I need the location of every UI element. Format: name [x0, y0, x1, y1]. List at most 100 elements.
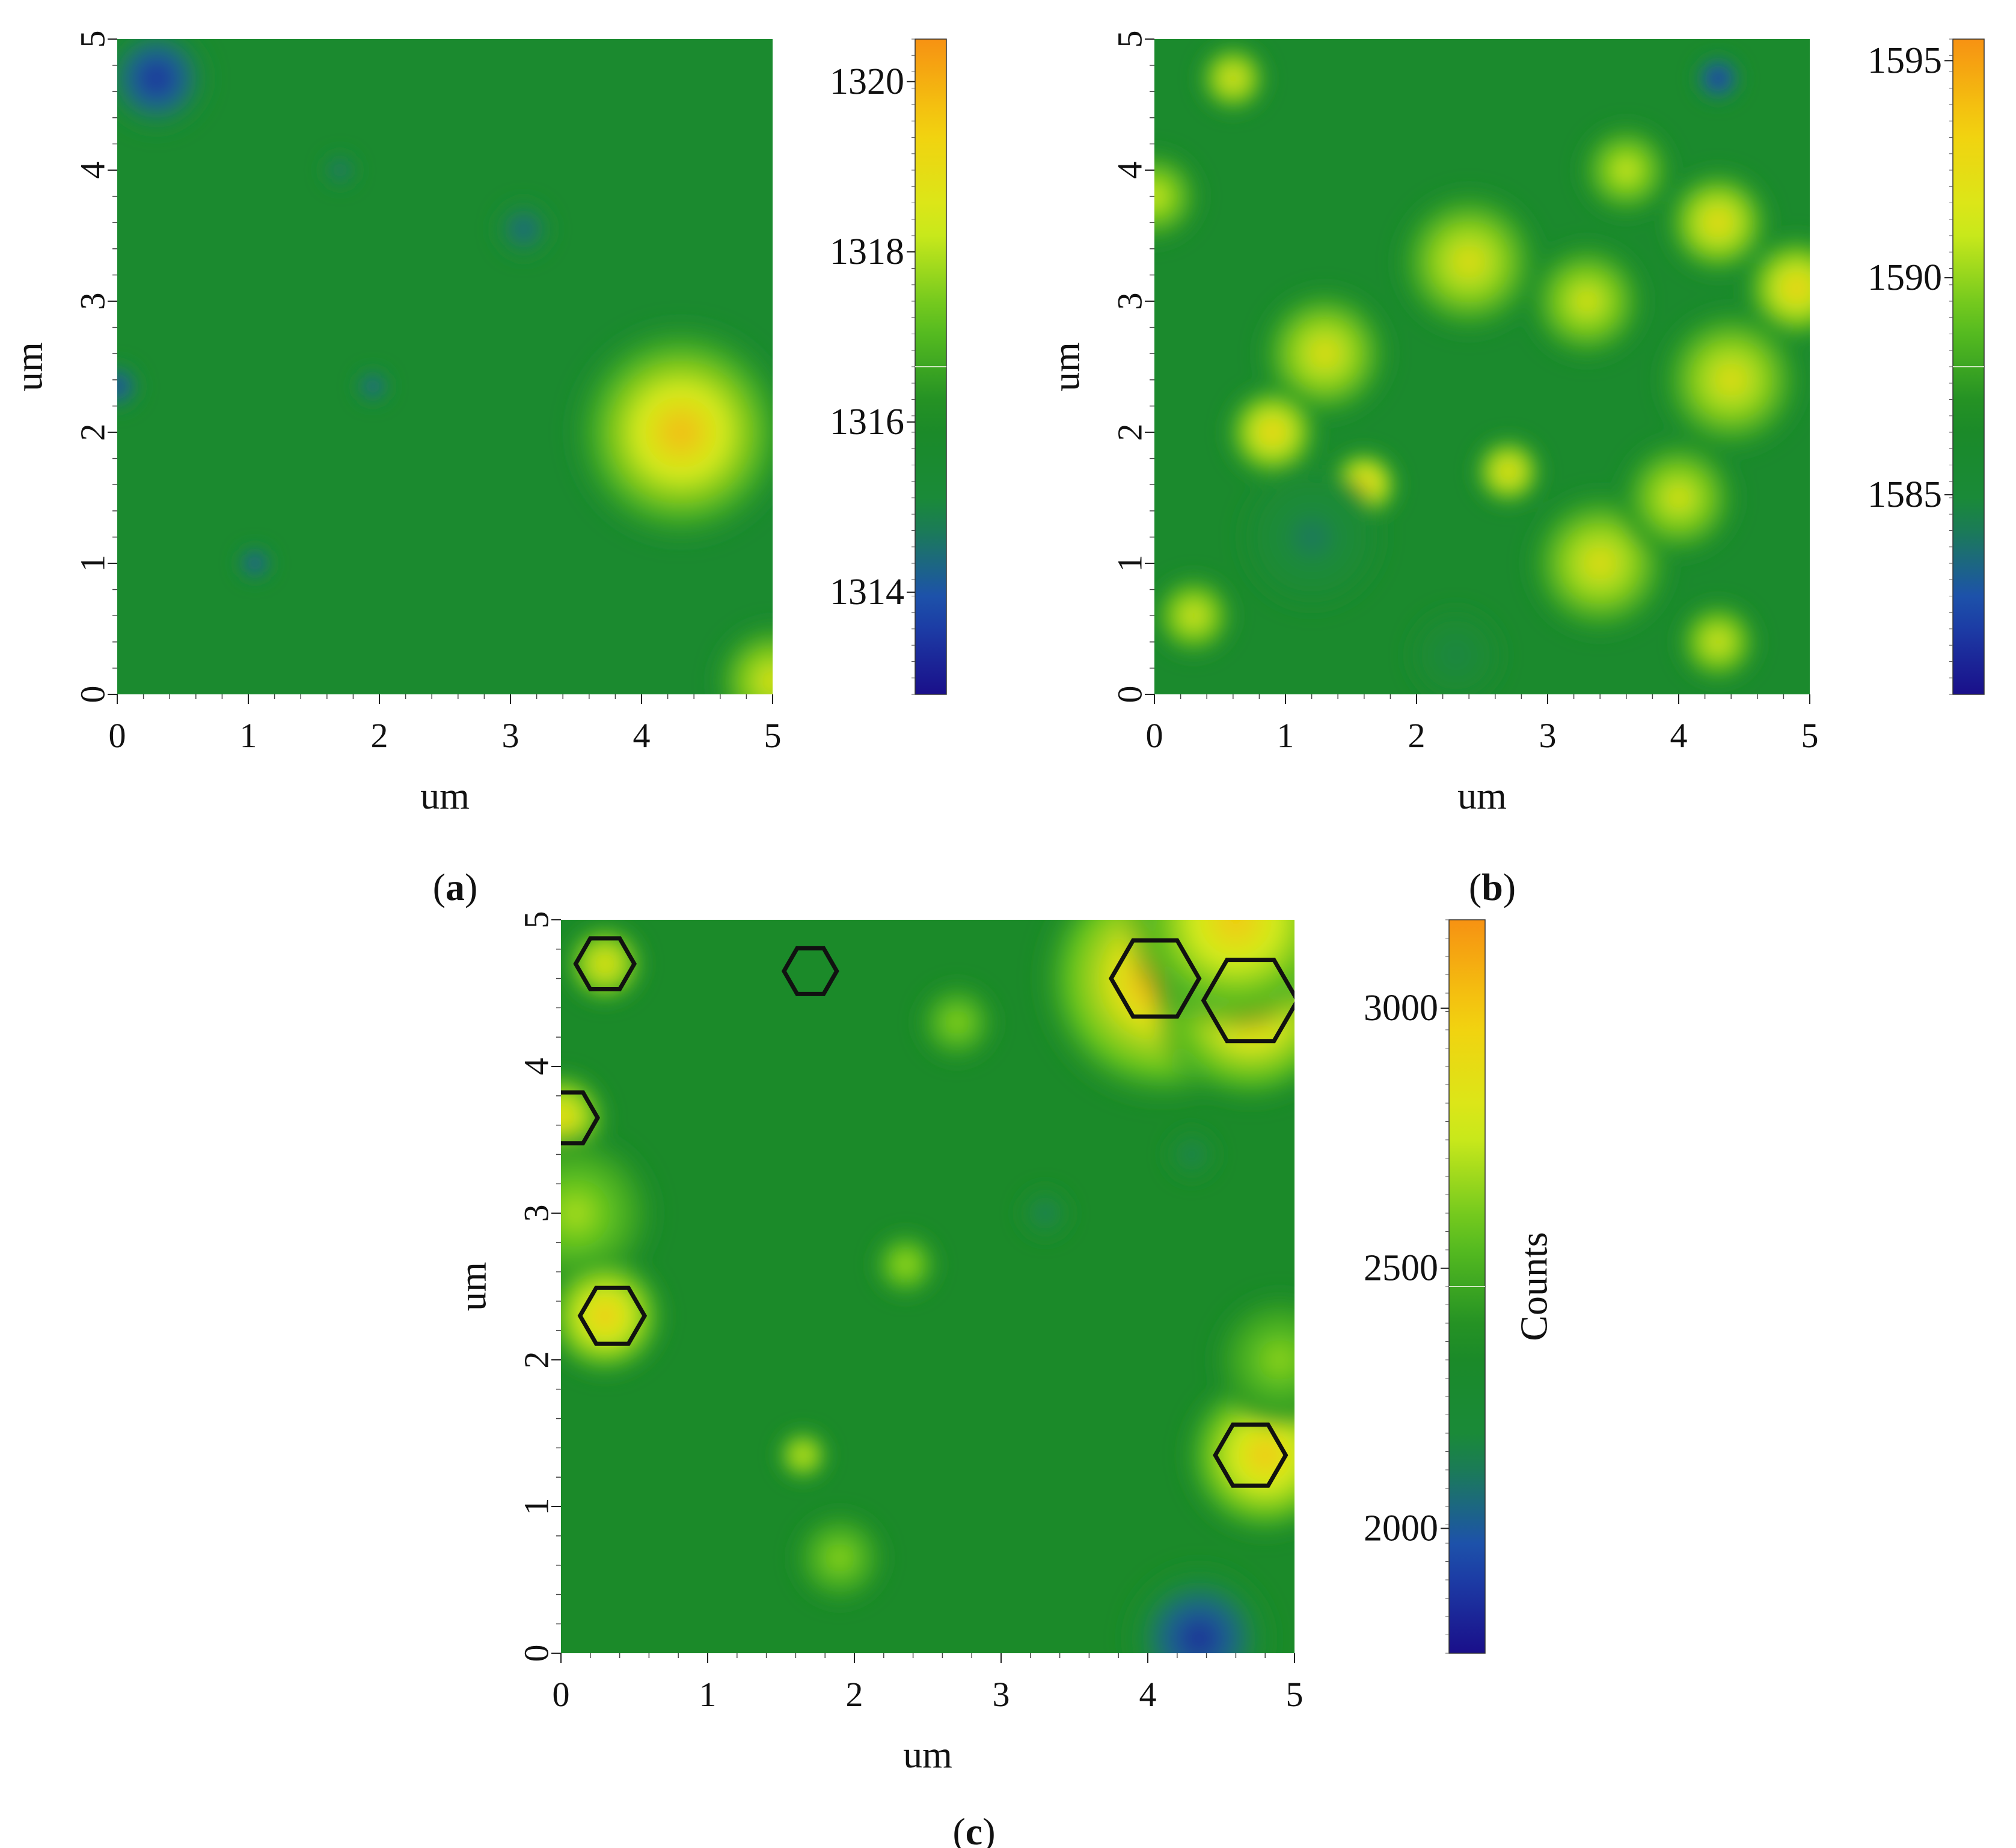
x-tick-label: 5 — [764, 716, 782, 755]
panel-b: 0 1 2 3 4 5 0 1 2 3 4 5 um um 1585 1590 1595 — [1044, 31, 1985, 817]
heatmap-feature — [491, 196, 557, 262]
x-axis-title: um — [903, 1733, 952, 1776]
colorbar-tick-label: 1320 — [830, 61, 904, 102]
heatmap-feature — [913, 978, 1002, 1067]
y-tick-label: 0 — [516, 1645, 556, 1662]
heatmap-feature — [1118, 1558, 1280, 1653]
y-axis-title: um — [1044, 342, 1087, 391]
x-tick-label: 2 — [371, 716, 388, 755]
x-tick-label: 1 — [1277, 716, 1294, 755]
caption-a-letter: a — [446, 866, 465, 908]
x-axis-title: um — [1457, 774, 1507, 817]
panel-c: 0 1 2 3 4 5 0 1 2 3 4 5 um um 2000 2500 3000 Counts — [451, 911, 1555, 1776]
y-tick-label: 1 — [1110, 555, 1149, 572]
heatmap-feature — [235, 543, 275, 583]
heatmap-feature — [1154, 144, 1207, 249]
heatmap-feature — [707, 616, 773, 694]
y-tick-label: 5 — [1110, 31, 1149, 48]
y-tick-label: 0 — [73, 686, 112, 703]
heatmap-feature — [1613, 432, 1744, 563]
caption-a: (a) — [433, 866, 478, 908]
x-tick-label: 2 — [1408, 716, 1426, 755]
heatmap-feature — [1193, 39, 1273, 118]
heatmap-feature — [1403, 602, 1509, 694]
heatmap-feature — [561, 1250, 671, 1382]
y-tick-label: 1 — [73, 555, 112, 572]
x-tick-label: 1 — [699, 1675, 717, 1714]
x-tick-label: 4 — [1670, 716, 1688, 755]
hexagon-marker — [1201, 958, 1294, 1044]
heatmap-feature — [117, 39, 216, 138]
x-tick-label: 5 — [1286, 1675, 1304, 1714]
heatmap-feature — [788, 1507, 891, 1609]
hexagon-marker — [1213, 1422, 1288, 1488]
y-tick-label: 2 — [73, 424, 112, 441]
x-tick-label: 1 — [240, 716, 257, 755]
y-tick-label: 1 — [516, 1498, 556, 1516]
hexagon-marker — [781, 946, 839, 996]
colorbar-title: Counts — [1512, 1232, 1555, 1341]
heatmap-feature — [1220, 379, 1325, 485]
heatmap-feature — [1659, 164, 1777, 282]
heatmap-feature — [1154, 569, 1240, 662]
colorbar-tick-label: 2000 — [1364, 1508, 1438, 1549]
heatmap-feature — [869, 1228, 943, 1302]
hexagon-marker — [1108, 938, 1202, 1019]
heatmap-feature — [1390, 183, 1548, 341]
x-axis-title: um — [420, 774, 470, 817]
y-tick-label: 3 — [1110, 293, 1149, 310]
y-tick-label: 5 — [516, 911, 556, 929]
colorbar-tick-label: 1318 — [830, 231, 904, 272]
heatmap-c — [561, 920, 1294, 1653]
x-tick-label: 3 — [993, 1675, 1010, 1714]
x-tick-label: 3 — [1539, 716, 1557, 755]
y-tick-label: 3 — [516, 1205, 556, 1222]
colorbar-tick-label: 3000 — [1364, 988, 1438, 1029]
colorbar-tick-label: 1585 — [1867, 474, 1942, 515]
hexagon-marker — [561, 1090, 601, 1146]
hexagon-marker — [577, 1285, 648, 1346]
y-tick-label: 4 — [1110, 162, 1149, 179]
x-tick-label: 5 — [1801, 716, 1819, 755]
caption-b: (b) — [1469, 866, 1516, 908]
y-tick-label: 0 — [1110, 686, 1149, 703]
heatmap-feature — [561, 920, 649, 1008]
heatmap-feature — [117, 360, 144, 413]
y-axis-title: um — [451, 1262, 494, 1311]
y-axis-title: um — [7, 342, 50, 391]
y-tick-label: 4 — [73, 162, 112, 179]
y-tick-label: 2 — [1110, 424, 1149, 441]
caption-c-letter: c — [966, 1810, 982, 1848]
colorbar-tick-label: 1314 — [830, 572, 904, 613]
colorbar-tick-label: 1590 — [1867, 257, 1942, 298]
heatmap-feature — [1206, 1287, 1294, 1433]
hexagon-marker — [573, 936, 637, 991]
heatmap-feature — [1016, 1184, 1074, 1243]
heatmap-feature — [353, 367, 393, 406]
heatmap-feature — [1233, 458, 1391, 616]
caption-c: (c) — [952, 1810, 995, 1848]
heatmap-b — [1154, 39, 1810, 694]
y-tick-label: 4 — [516, 1058, 556, 1075]
heatmap-feature — [1652, 301, 1810, 459]
panel-a: 0 1 2 3 4 5 0 1 2 3 4 5 um um 1314 1316 1318 1320 — [7, 31, 947, 817]
colorbar-tick-label: 2500 — [1364, 1248, 1438, 1289]
heatmap-feature — [1118, 920, 1294, 1038]
x-tick-label: 0 — [109, 716, 126, 755]
x-tick-label: 3 — [502, 716, 519, 755]
x-tick-label: 4 — [633, 716, 651, 755]
y-tick-label: 2 — [516, 1351, 556, 1369]
y-tick-label: 5 — [73, 31, 112, 48]
y-tick-label: 3 — [73, 293, 112, 310]
caption-b-letter: b — [1481, 866, 1503, 908]
heatmap-feature — [1521, 236, 1653, 367]
heatmap-feature — [773, 1425, 833, 1485]
x-tick-label: 4 — [1139, 1675, 1157, 1714]
heatmap-feature — [1469, 432, 1548, 511]
heatmap-feature — [1691, 52, 1744, 105]
heatmap-feature — [1672, 596, 1764, 688]
heatmap-feature — [1573, 117, 1679, 223]
colorbar-tick-label: 1316 — [830, 402, 904, 442]
heatmap-feature — [1162, 1125, 1221, 1184]
